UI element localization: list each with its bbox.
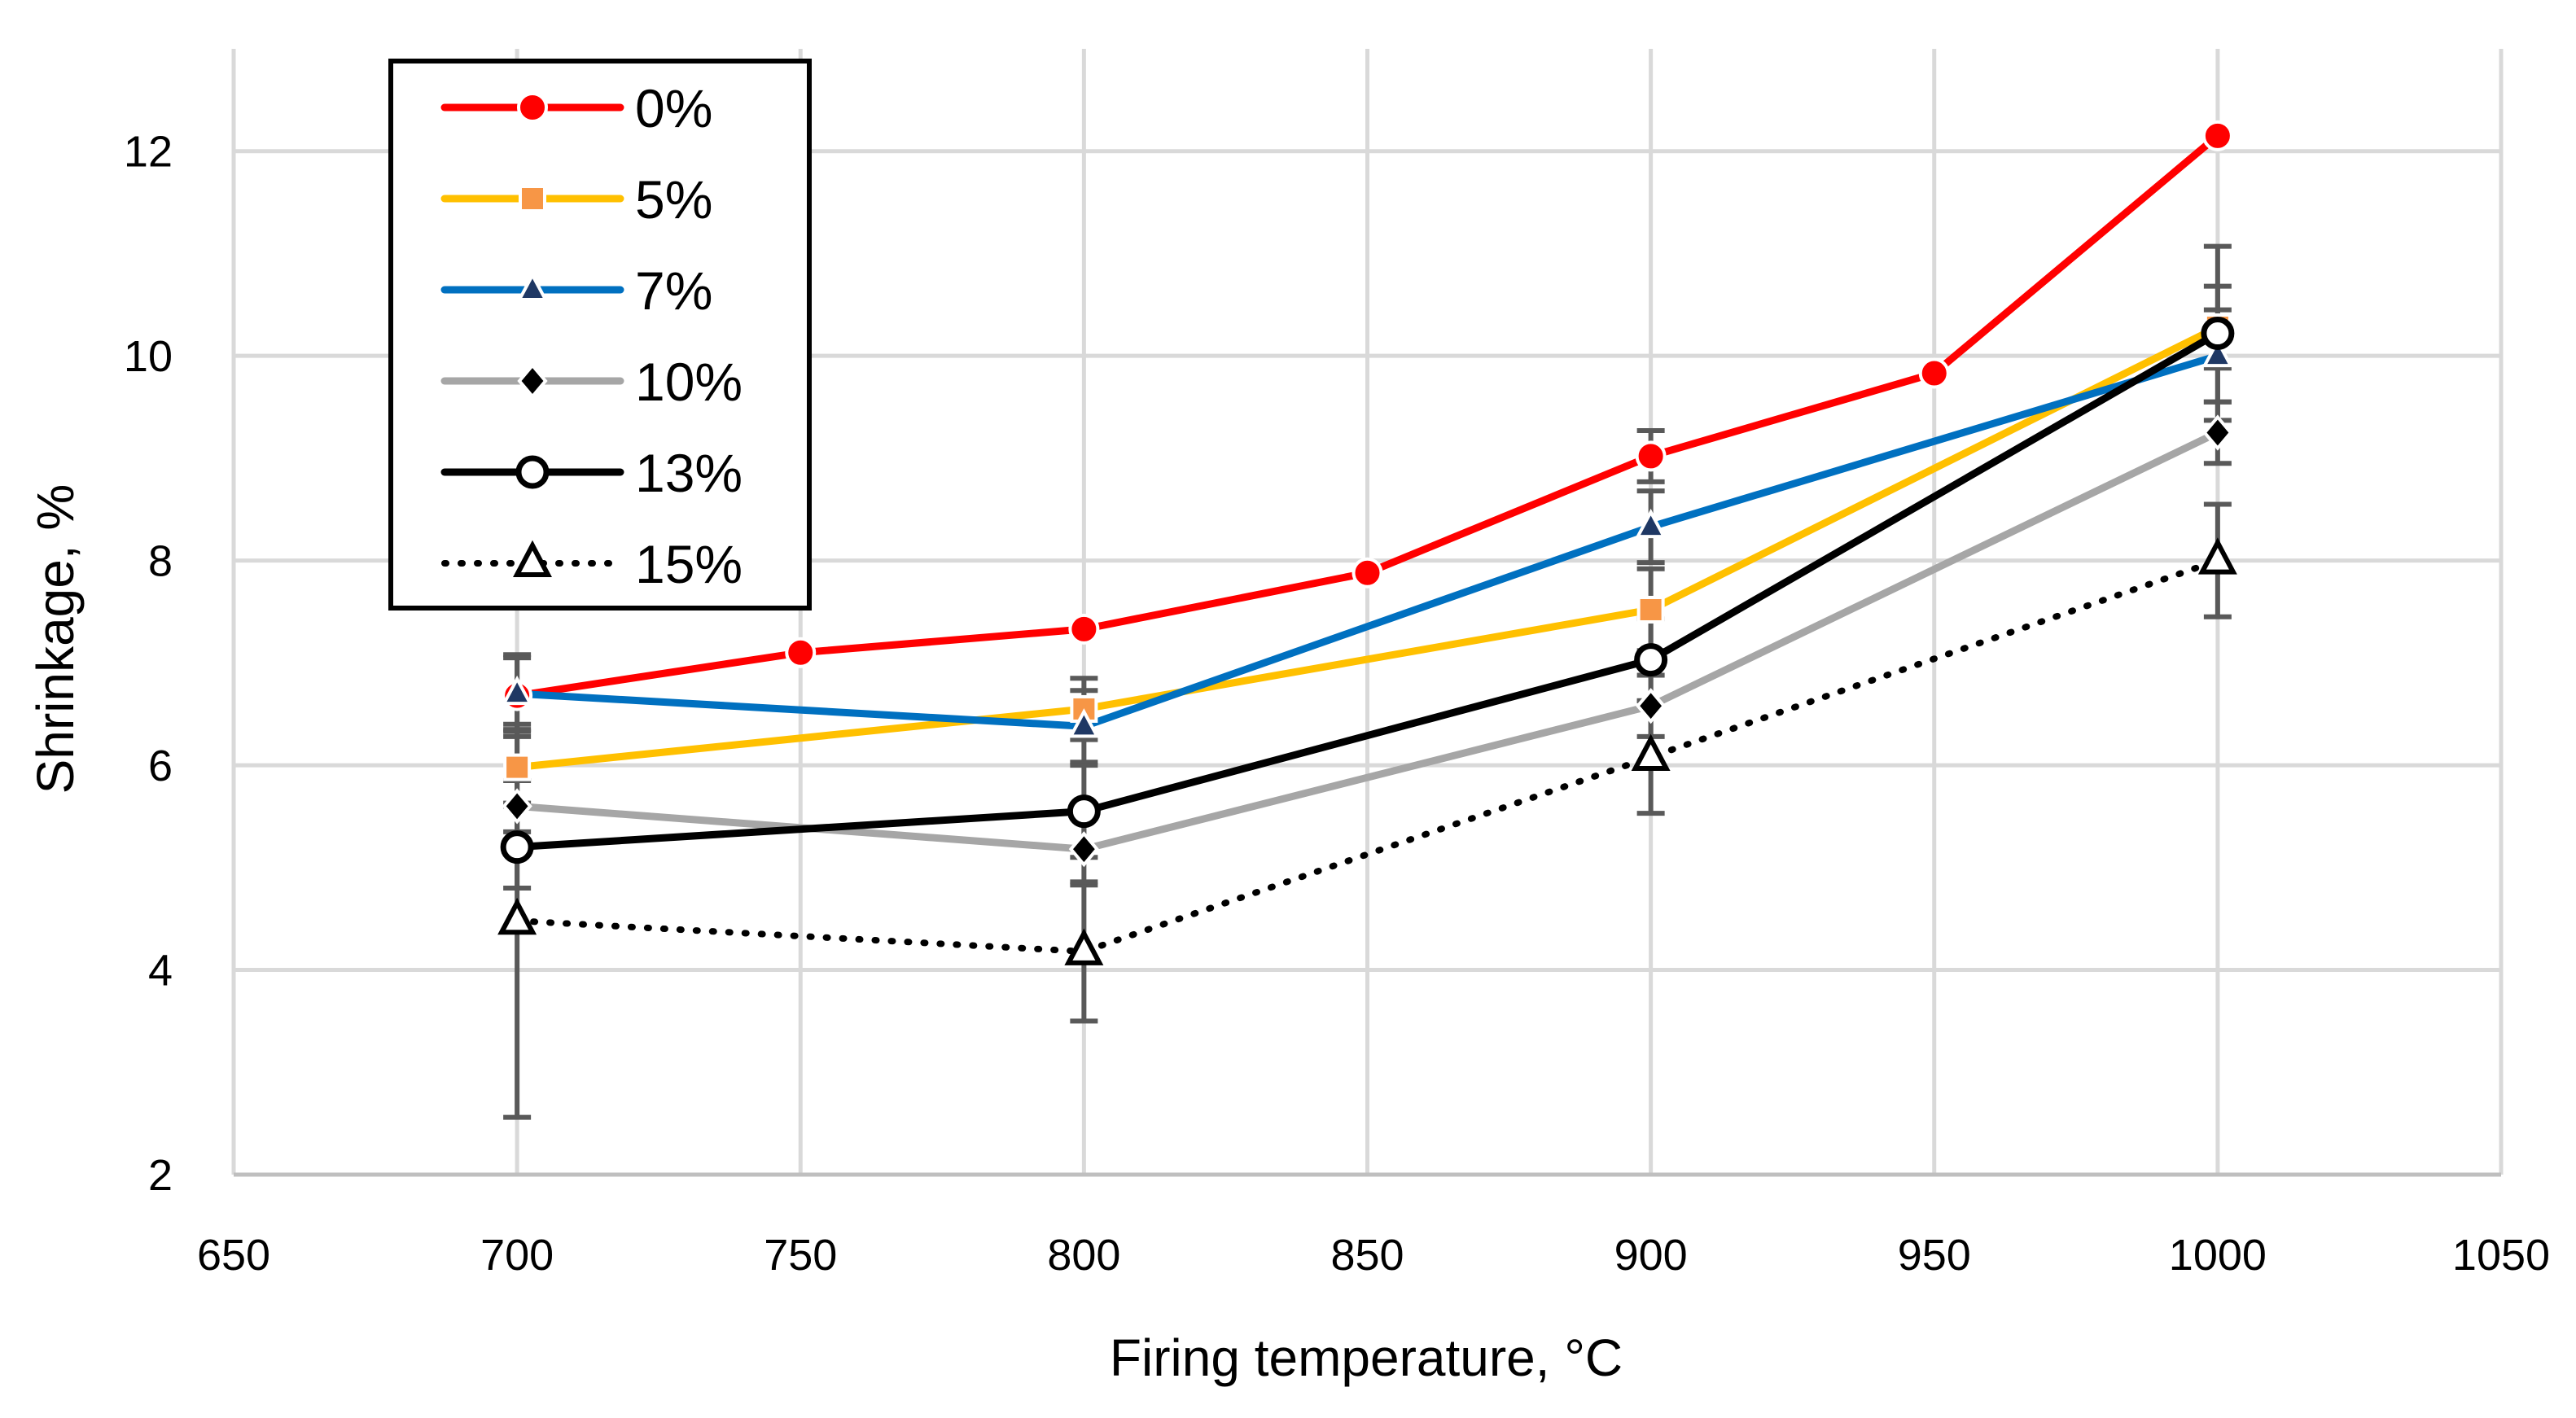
data-point-7pct: [501, 675, 533, 706]
legend-label-10pct: 10%: [635, 352, 743, 412]
legend: 0% 5% 7% 10% 13% 15%: [388, 59, 812, 611]
x-tick-label: 900: [1614, 1231, 1688, 1280]
x-tick-label: 650: [197, 1231, 270, 1280]
y-tick-label: 8: [148, 537, 173, 586]
y-tick-label: 2: [148, 1151, 173, 1200]
series-line-7pct: [513, 352, 2222, 730]
data-point-7pct: [2201, 337, 2234, 368]
data-point-13pct: [2201, 317, 2235, 351]
legend-marker-10pct: [517, 362, 548, 400]
data-point-15pct: [497, 897, 537, 935]
legend-marker-5pct: [519, 185, 546, 212]
data-point-13pct: [500, 830, 534, 864]
data-point-7pct: [1635, 508, 1667, 539]
data-point-13pct: [1067, 794, 1101, 829]
legend-marker-7pct: [516, 271, 549, 301]
x-tick-label: 800: [1047, 1231, 1120, 1280]
y-tick-label: 4: [148, 947, 173, 996]
data-point-10pct: [2202, 414, 2233, 451]
data-point-0pct: [785, 637, 817, 668]
data-markers: [497, 120, 2237, 965]
y-axis-title: Shrinkage, %: [26, 484, 85, 794]
data-point-0pct: [1635, 440, 1667, 472]
legend-box: [388, 59, 812, 611]
series-lines: [513, 132, 2222, 955]
series-line-13pct: [513, 330, 2222, 851]
x-tick-label: 1000: [2169, 1231, 2267, 1280]
legend-label-7pct: 7%: [635, 260, 712, 321]
y-tick-label: 6: [148, 742, 173, 790]
tick-labels: 650 700 750 800 850 900 950 1000 1050 2 4 6 8 10 12: [124, 128, 2550, 1280]
legend-label-15pct: 15%: [635, 534, 743, 594]
data-point-15pct: [2197, 537, 2237, 575]
data-point-10pct: [1068, 831, 1099, 868]
x-tick-label: 750: [764, 1231, 837, 1280]
y-tick-label: 10: [124, 332, 173, 381]
series-line-5pct: [513, 323, 2222, 772]
data-point-0pct: [1918, 357, 1950, 389]
data-point-10pct: [502, 788, 532, 825]
x-tick-label: 850: [1330, 1231, 1404, 1280]
legend-label-13pct: 13%: [635, 443, 743, 503]
data-point-15pct: [1064, 928, 1104, 965]
series-line-15pct: [514, 557, 2221, 955]
legend-marker-15pct: [513, 540, 552, 577]
data-point-7pct: [1068, 708, 1100, 738]
x-tick-label: 1050: [2452, 1231, 2550, 1280]
legend-marker-13pct: [515, 455, 550, 489]
data-point-0pct: [2201, 120, 2233, 151]
x-axis-title: Firing temperature, °C: [1110, 1328, 1623, 1387]
legend-label-5pct: 5%: [635, 169, 712, 230]
x-tick-label: 700: [480, 1231, 554, 1280]
data-point-13pct: [1634, 643, 1668, 677]
legend-label-0pct: 0%: [635, 78, 712, 138]
x-tick-label: 950: [1898, 1231, 1971, 1280]
legend-marker-0pct: [517, 92, 548, 123]
data-point-10pct: [1636, 688, 1667, 724]
data-point-0pct: [1352, 557, 1383, 589]
data-point-5pct: [503, 753, 532, 781]
y-tick-label: 12: [124, 128, 173, 177]
data-point-5pct: [1636, 595, 1665, 624]
data-point-15pct: [1631, 733, 1671, 772]
data-point-0pct: [1068, 613, 1100, 645]
